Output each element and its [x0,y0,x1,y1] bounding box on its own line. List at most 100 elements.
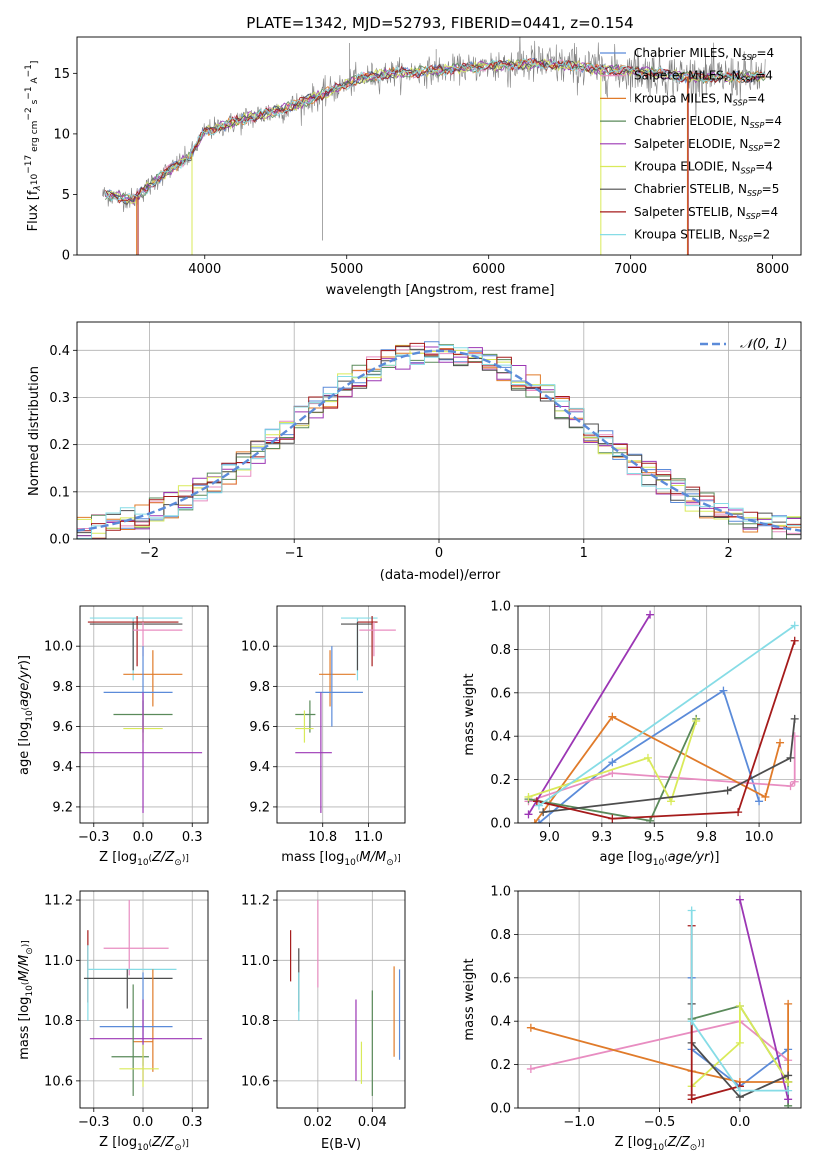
massweight_vs_Z-point-8-2 [735,1086,744,1095]
massweight_vs_Z-line-8 [690,910,789,1092]
massweight_vs_age-point-7-2 [734,808,743,817]
massweight_vs_age-point-0-2 [719,686,728,695]
massweight_vs_age-xtick-label-4: 10.0 [745,830,774,845]
massweight_vs_age-point-8-0 [534,801,543,810]
massweight_vs_Z-xlabel: Z [log10(Z/Z⊙)] [615,1135,705,1153]
residuals-plot-area [77,341,801,539]
massweight_vs_Z-point-7-2 [687,1095,696,1104]
massweight_vs_Z-point-8-0 [687,906,696,915]
residual-step-0 [77,341,801,539]
massweight_vs_age-xlabel: age [log10(age/yr)] [599,850,719,868]
age_vs_mass-xlabel: mass [log10(M/M⊙)] [281,850,401,868]
residuals-xlabel: (data-model)/error [380,568,501,583]
massweight_vs_age-ytick-label-0: 0.0 [490,817,511,832]
residuals-xtick-label-1: −1 [285,546,304,561]
age_vs_Z-ylabel: age [log10(age/yr)] [17,655,35,775]
massweight_vs_Z-line-4 [739,899,789,1100]
legend-label-0: Chabrier MILES, NSSP=4 [634,46,774,62]
massweight_vs_age-point-4-1 [646,610,655,619]
massweight_vs_age-ytick-label-5: 1.0 [490,600,511,615]
residuals-xtick-label-2: 0 [435,546,443,561]
massweight_vs_Z-point-6-3 [784,1071,793,1080]
massweight_vs_Z-xtick-label-1: −0.5 [644,1115,676,1130]
massweight_vs_age-ytick-label-3: 0.6 [490,686,511,701]
residuals-ytick-label-0: 0.0 [49,533,70,548]
mass_vs_EBV-plot-area [290,900,401,1096]
massweight_vs_age-point-8-1 [790,621,799,630]
residuals-panel: −2 −1 0 1 2 0.0 0.1 0.2 0.3 0.4 (data-model)/error… [27,321,802,583]
age_vs_mass-ytick-label-3: 9.8 [249,680,270,695]
massweight_vs_age-line-4 [527,614,651,815]
massweight_vs_age-point-7-3 [790,636,799,645]
massweight_vs_age-point-4-0 [524,810,533,819]
mass_vs_Z-xtick-label-2: 0.3 [182,1115,203,1130]
mass_vs_Z-ytick-label-1: 10.8 [44,1014,73,1029]
mass_vs_EBV-frame [276,890,406,1109]
age_vs_Z-plot-area [80,616,203,813]
spectrum-panel: 4000 5000 6000 7000 8000 0 5 10 15 PLATE=1342, MJ… [24,14,802,298]
spectrum-xtick-label-4: 8000 [756,262,789,277]
spectrum-xtick-label-2: 6000 [472,262,505,277]
spectrum-xtick-label-1: 5000 [330,262,363,277]
age_vs_mass-ytick-label-2: 9.6 [249,720,270,735]
residuals-xtick-label-3: 1 [580,546,588,561]
massweight_vs_age-point-7-0 [532,797,541,806]
age_vs_Z-panel: −0.3 0.0 0.3 9.2 9.4 9.6 9.8 10.0 Z [log10(Z/Z⊙)… [17,605,209,868]
mass_vs_Z-ytick-label-0: 10.6 [44,1074,73,1089]
massweight_vs_age-ytick-label-1: 0.2 [490,773,511,788]
spectrum-frame [76,36,802,256]
age_vs_mass-ytick-label-4: 10.0 [241,640,270,655]
age_vs_Z-xtick-label-0: −0.3 [78,830,110,845]
massweight_vs_age-xtick-label-1: 9.3 [592,830,613,845]
massweight_vs_age-line-6 [543,718,796,813]
age_vs_Z-ytick-label-3: 9.8 [52,680,73,695]
spectrum-xlabel: wavelength [Angstrom, rest frame] [326,283,555,298]
massweight_vs_age-xtick-label-2: 9.5 [644,830,665,845]
massweight_vs_age-point-2-0 [530,819,539,823]
age_vs_mass-panel: 10.8 11.0 9.2 9.4 9.6 9.8 10.0 mass [log10(M/M⊙… [241,605,406,868]
age_vs_mass-xtick-label-1: 11.0 [354,830,383,845]
spectrum-ytick-label-3: 15 [53,67,70,82]
legend-label-6: Chabrier STELIB, NSSP=5 [634,182,779,198]
legend-label-3: Chabrier ELODIE, NSSP=4 [634,114,782,130]
massweight_vs_age-point-0-0 [534,819,543,823]
massweight_vs_Z-ytick-label-1: 0.2 [490,1058,511,1073]
spectrum-model-line-7 [105,58,766,204]
spectrum-legend: Chabrier MILES, NSSP=4 Salpeter MILES, NS… [600,46,782,244]
massweight_vs_age-point-6-2 [786,753,795,762]
massweight_vs_Z-ytick-label-3: 0.6 [490,971,511,986]
massweight_vs_Z-point-8-1 [687,1017,696,1026]
residuals-ytick-label-1: 0.1 [49,485,70,500]
massweight_vs_age-point-5-1 [643,753,652,762]
spectrum-ytick-label-0: 0 [62,249,70,264]
mass_vs_Z-xtick-label-0: −0.3 [78,1115,110,1130]
age_vs_Z-frame [79,605,209,824]
spectrum-ylabel: Flux [fλ10−17 erg cm−2 s−1 A−1] [24,61,43,232]
massweight_vs_age-point-0-3 [755,797,764,806]
massweight_vs_Z-xtick-label-2: 0.0 [730,1115,751,1130]
spectrum-xtick-label-0: 4000 [188,262,221,277]
age_vs_Z-ytick-label-1: 9.4 [52,760,73,775]
mass_vs_Z-ytick-label-2: 11.0 [44,954,73,969]
massweight_vs_Z-panel: −1.0 −0.5 0.0 0.0 0.2 0.4 0.6 0.8 1.0 Z [log10(Z/… [462,885,802,1153]
age_vs_Z-xtick-label-2: 0.3 [182,830,203,845]
massweight_vs_age-point-3-1 [646,816,655,823]
massweight_vs_age-point-2-1 [608,712,617,721]
massweight_vs_Z-ytick-label-5: 1.0 [490,885,511,900]
massweight_vs_age-frame [517,605,802,824]
massweight_vs_age-plot-area [524,610,799,823]
age_vs_mass-ytick-label-0: 9.2 [249,800,270,815]
spectrum-model-line-5 [105,58,766,204]
massweight_vs_age-point-6-1 [723,786,732,795]
mass_vs_EBV-panel: 0.02 0.04 10.6 10.8 11.0 11.2 E(B-V) [241,890,406,1152]
age_vs_Z-ytick-label-2: 9.6 [52,720,73,735]
mass_vs_Z-ylabel: mass [log10(M/M⊙)] [17,940,35,1060]
normal-legend-label: 𝒩(0, 1) [740,337,787,352]
mass_vs_Z-frame [79,890,209,1109]
massweight_vs_age-line-5 [528,720,698,804]
massweight_vs_Z-plot-area [526,895,793,1108]
massweight_vs_Z-frame [517,890,802,1109]
massweight_vs_Z-xtick-label-0: −1.0 [563,1115,595,1130]
massweight_vs_age-line-0 [538,689,760,823]
residuals-ytick-label-3: 0.3 [49,391,70,406]
